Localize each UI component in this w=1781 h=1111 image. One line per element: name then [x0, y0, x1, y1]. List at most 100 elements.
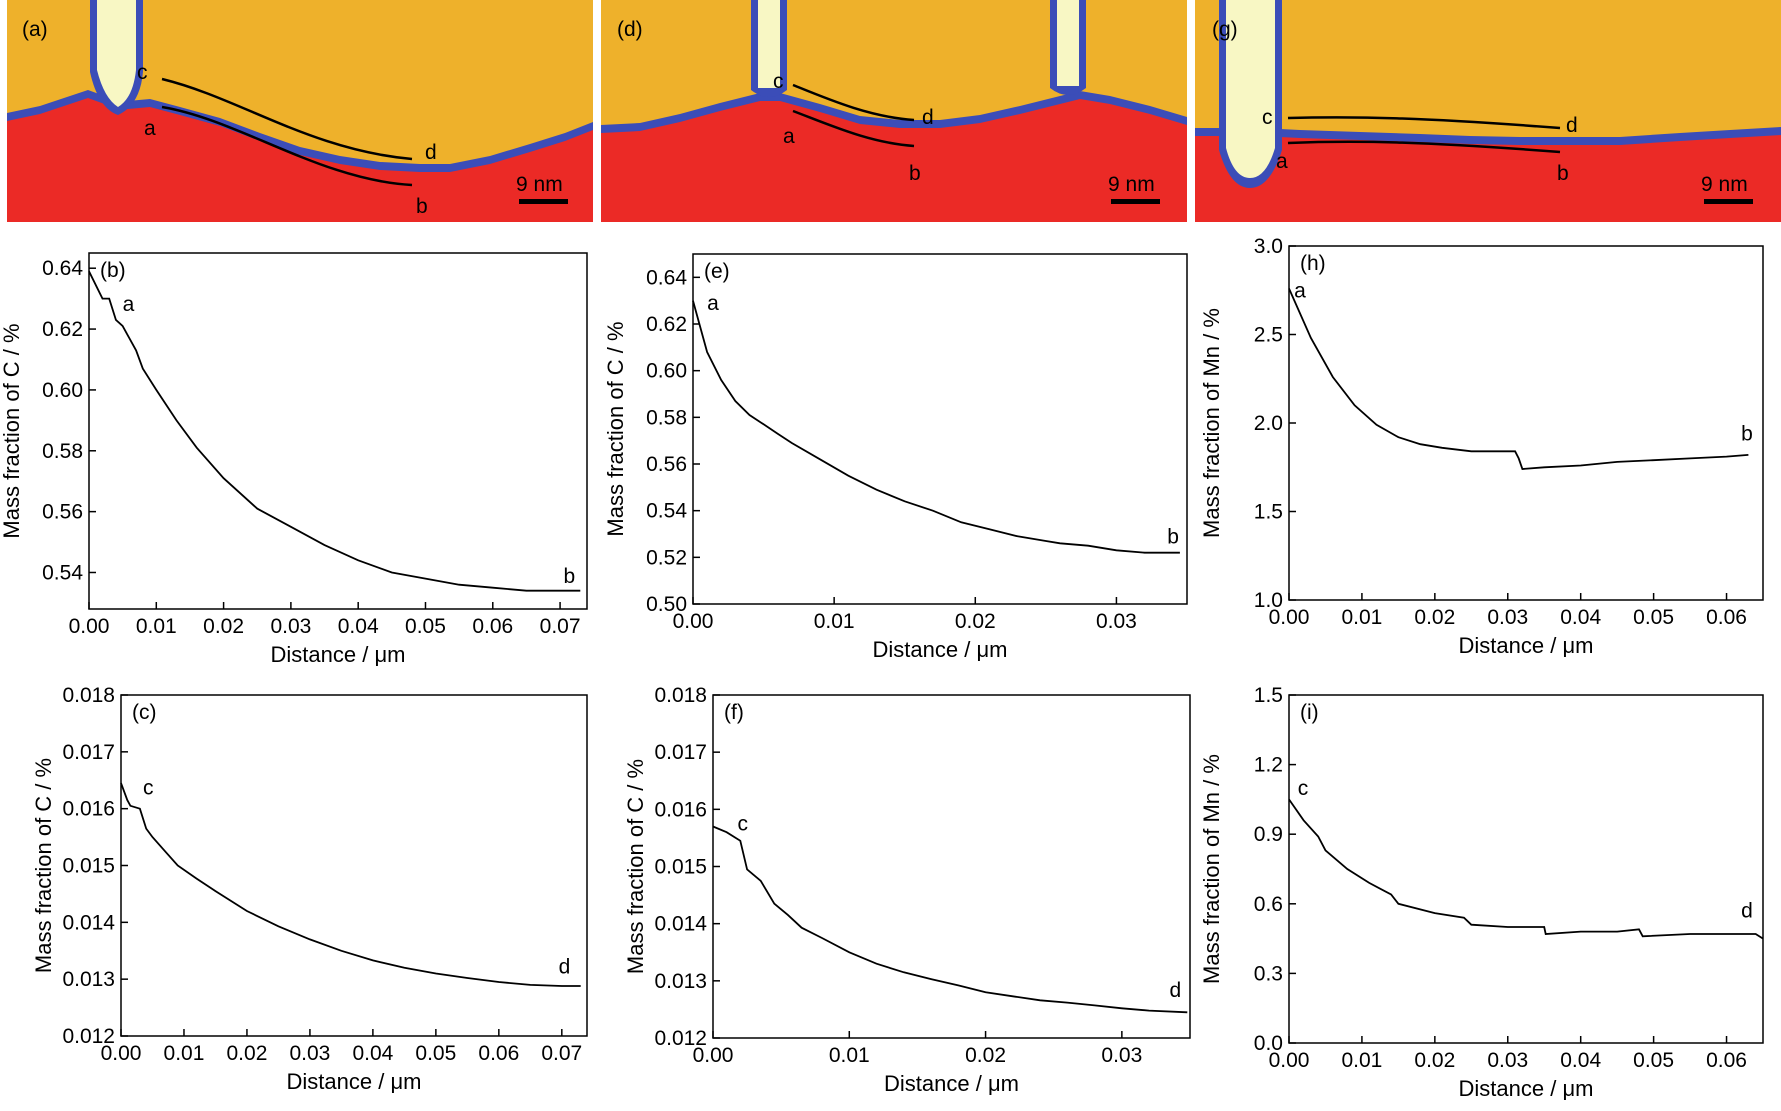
chart-i-xtick-label: 0.02	[1414, 1049, 1455, 1072]
chart-h-ylabel: Mass fraction of Mn / %	[1199, 308, 1224, 538]
chart-b-annotation-a: a	[123, 293, 135, 316]
chart-h-annotation-b: b	[1741, 423, 1753, 446]
chart-c-annotation-d: d	[559, 955, 571, 978]
chart-b-xtick-label: 0.04	[338, 615, 379, 638]
chart-h-xtick-label: 0.04	[1560, 606, 1601, 629]
micrograph-d-label: (d)	[617, 18, 643, 41]
chart-b-xlabel: Distance / μm	[271, 642, 406, 667]
micrograph-g-scale-bar	[1704, 199, 1753, 204]
chart-i-ylabel: Mass fraction of Mn / %	[1199, 754, 1224, 984]
chart-i-ytick-label: 0.6	[1254, 893, 1283, 916]
chart-b-ytick-label: 0.64	[42, 257, 83, 280]
chart-c-ytick-label: 0.018	[62, 684, 115, 707]
chart-e-frame	[692, 253, 1188, 605]
chart-c-xtick-label: 0.01	[164, 1042, 205, 1065]
chart-h-xlabel: Distance / μm	[1459, 633, 1594, 658]
chart-c-xtick-label: 0.05	[415, 1042, 456, 1065]
micrograph-a-marker-c: c	[137, 61, 148, 84]
micrograph-a-line-cd	[161, 77, 413, 161]
micrograph-g-label: (g)	[1212, 18, 1238, 41]
micrograph-g-lower-phase	[1195, 135, 1781, 222]
chart-f-xtick-label: 0.01	[829, 1044, 870, 1067]
micrograph-g-marker-b: b	[1557, 162, 1569, 185]
chart-c-panel-label: (c)	[132, 701, 157, 724]
chart-h-xtick-label: 0.05	[1633, 606, 1674, 629]
chart-i-ytick-label: 1.2	[1254, 754, 1283, 777]
micrograph-d-marker-a: a	[783, 125, 795, 148]
micrograph-d-lamella-left	[758, 0, 780, 88]
chart-e-ytick-label: 0.54	[646, 500, 687, 523]
chart-i-xtick-label: 0.05	[1633, 1049, 1674, 1072]
chart-b-xtick-label: 0.00	[69, 615, 110, 638]
chart-e-xlabel: Distance / μm	[873, 637, 1008, 662]
micrograph-d-scale-label: 9 nm	[1108, 173, 1155, 196]
chart-c-series-line	[120, 782, 581, 987]
micrograph-g-scale-label: 9 nm	[1701, 173, 1748, 196]
chart-i-frame	[1288, 694, 1764, 1044]
chart-e-ytick-label: 0.52	[646, 546, 687, 569]
chart-c-xlabel: Distance / μm	[287, 1069, 422, 1094]
chart-e-annotation-a: a	[707, 292, 719, 315]
micrograph-g-marker-d: d	[1566, 114, 1578, 137]
line-charts: 0.00 0.01 0.02 0.03 0.04 0.05 0.06 0.07 0.54 0.56…	[0, 235, 1764, 1101]
chart-e-xtick-label: 0.03	[1096, 610, 1137, 633]
chart-f-ylabel: Mass fraction of C / %	[623, 759, 648, 974]
chart-f-ytick-label: 0.012	[654, 1027, 707, 1050]
chart-b-xtick-label: 0.01	[136, 615, 177, 638]
chart-e-ytick-label: 0.56	[646, 453, 687, 476]
chart-f-series-line	[712, 825, 1188, 1014]
chart-e-ytick-label: 0.50	[646, 593, 687, 616]
micrograph-a-lower-phase	[7, 98, 593, 222]
micrograph-a-marker-d: d	[425, 141, 437, 164]
chart-f-xtick-label: 0.00	[693, 1044, 734, 1067]
chart-e-annotation-b: b	[1167, 525, 1179, 548]
chart-b-annotation-b: b	[563, 565, 575, 588]
chart-e-series-line	[692, 300, 1180, 554]
chart-b-frame	[88, 252, 588, 610]
chart-f: 0.00 0.01 0.02 0.03 0.012 0.013 0.014 0.015 0.01…	[623, 684, 1191, 1096]
chart-b-ytick-label: 0.58	[42, 440, 83, 463]
chart-c-xtick-label: 0.07	[541, 1042, 582, 1065]
chart-i-ytick-label: 0.0	[1254, 1032, 1283, 1055]
chart-h-annotation-a: a	[1294, 279, 1306, 302]
micrograph-g-marker-a: a	[1276, 150, 1288, 173]
chart-e-xtick-label: 0.01	[814, 610, 855, 633]
chart-e: 0.00 0.01 0.02 0.03 0.50 0.52 0.54 0.56 0.58 0.60…	[603, 253, 1188, 662]
micrograph-a-scale-label: 9 nm	[516, 173, 563, 196]
micrograph-a-label: (a)	[22, 18, 48, 41]
chart-f-ytick-label: 0.013	[654, 970, 707, 993]
micrograph-a-scale-bar	[519, 199, 568, 204]
chart-b-xtick-label: 0.03	[270, 615, 311, 638]
chart-f-xtick-label: 0.03	[1101, 1044, 1142, 1067]
chart-i-annotation-c: c	[1298, 777, 1309, 800]
micrograph-g-lamella	[1226, 0, 1275, 178]
chart-h-series-line	[1288, 288, 1749, 470]
micrograph-a-line-ab	[161, 105, 413, 187]
chart-b-ytick-label: 0.54	[42, 561, 83, 584]
chart-b-panel-label: (b)	[100, 259, 126, 282]
chart-i: 0.00 0.01 0.02 0.03 0.04 0.05 0.06 0.0 0.3 0.6 0.9…	[1199, 684, 1764, 1101]
micrograph-d-line-ab	[792, 109, 915, 148]
chart-b-xtick-label: 0.07	[540, 615, 581, 638]
chart-f-ytick-label: 0.018	[654, 684, 707, 707]
chart-f-ytick-label: 0.015	[654, 856, 707, 879]
chart-h-xtick-label: 0.03	[1487, 606, 1528, 629]
micrograph-g-line-ab	[1287, 140, 1561, 154]
chart-i-xtick-label: 0.01	[1341, 1049, 1382, 1072]
chart-b-series-line	[88, 270, 581, 592]
micrograph-g-marker-c: c	[1262, 106, 1273, 129]
micrograph-g: (g) c d a b 9 nm	[1195, 0, 1781, 222]
chart-e-panel-label: (e)	[704, 260, 730, 283]
micrograph-d-lamella-right	[1057, 0, 1079, 86]
chart-b: 0.00 0.01 0.02 0.03 0.04 0.05 0.06 0.07 0.54 0.56…	[0, 252, 588, 667]
chart-c-ytick-label: 0.015	[62, 855, 115, 878]
chart-h-ytick-label: 1.0	[1254, 589, 1283, 612]
chart-c-xtick-label: 0.06	[478, 1042, 519, 1065]
chart-h: 0.00 0.01 0.02 0.03 0.04 0.05 0.06 1.0 1.5 2.0 2.5…	[1199, 235, 1764, 658]
chart-h-xtick-label: 0.00	[1269, 606, 1310, 629]
micrograph-a-lamella	[97, 0, 136, 107]
micrograph-d-marker-b: b	[909, 162, 921, 185]
chart-c: 0.00 0.01 0.02 0.03 0.04 0.05 0.06 0.07 0.012 0.0…	[31, 684, 588, 1094]
micrograph-a-marker-a: a	[144, 117, 156, 140]
chart-c-ytick-label: 0.017	[62, 741, 115, 764]
